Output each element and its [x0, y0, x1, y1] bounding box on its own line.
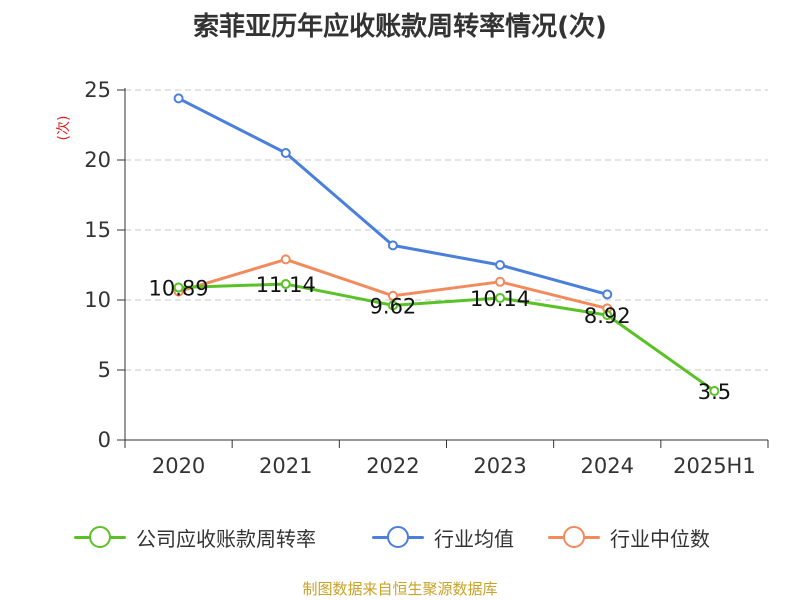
data-point-1-2	[387, 240, 398, 251]
y-tick-label-5: 5	[98, 358, 111, 382]
data-label-3: 10.14	[470, 287, 530, 311]
data-label-0: 10.89	[149, 277, 209, 301]
data-label-5: 3.5	[698, 380, 731, 404]
data-point-2-1	[280, 254, 291, 265]
y-tick-label-10: 10	[84, 288, 111, 312]
y-tick-label-20: 20	[84, 148, 111, 172]
series-0	[173, 279, 720, 396]
data-labels: 10.89 11.14 9.62 10.14 8.92 3.5	[149, 273, 732, 404]
series-1	[173, 93, 613, 300]
data-point-0-5	[709, 386, 720, 396]
data-point-1-1	[280, 148, 291, 158]
x-tick-label-2024: 2024	[581, 454, 634, 478]
legend-swatch-industry-mean	[372, 526, 424, 548]
legend: 公司应收账款周转率 行业均值 行业中位数	[0, 520, 800, 554]
legend-swatch-company	[74, 526, 126, 548]
grid-lines	[125, 89, 768, 371]
data-point-0-3	[495, 293, 506, 304]
data-label-2: 9.62	[370, 294, 417, 318]
legend-swatch-industry-median	[548, 526, 600, 548]
x-tick-label-2023: 2023	[473, 454, 526, 478]
y-axis-label: (次)	[56, 116, 72, 141]
y-tick-label-25: 25	[84, 78, 111, 102]
data-label-1: 11.14	[256, 273, 316, 297]
series-line-1	[177, 97, 608, 296]
legend-label-company: 公司应收账款周转率	[136, 526, 316, 551]
data-point-0-4	[602, 310, 613, 321]
series-layer	[173, 93, 720, 396]
data-point-2-3	[495, 276, 506, 287]
axes: 0 5 10 15 20 25 2020 2021 2022 2023 2024 2025H1	[84, 78, 769, 478]
legend-item-company[interactable]: 公司应收账款周转率	[74, 520, 316, 554]
x-tick-label-2022: 2022	[366, 454, 419, 478]
data-point-1-0	[173, 93, 184, 104]
chart-title: 索菲亚历年应收账款周转率情况(次)	[193, 12, 607, 42]
y-tick-label-15: 15	[84, 218, 111, 242]
source-note: 制图数据来自恒生聚源数据库	[302, 580, 498, 598]
data-point-0-2	[387, 300, 398, 311]
legend-label-industry-median: 行业中位数	[610, 526, 710, 551]
legend-item-industry-mean[interactable]: 行业均值	[372, 520, 514, 554]
data-point-2-2	[387, 290, 398, 301]
legend-item-industry-median[interactable]: 行业中位数	[548, 520, 710, 554]
data-label-4: 8.92	[584, 304, 631, 328]
y-tick-label-0: 0	[98, 428, 111, 452]
x-tick-label-2025H1: 2025H1	[673, 454, 756, 478]
series-line-0	[178, 282, 716, 393]
x-tick-label-2021: 2021	[259, 454, 312, 478]
data-point-1-3	[495, 260, 506, 270]
legend-label-industry-mean: 行业均值	[434, 526, 514, 551]
data-point-0-0	[173, 282, 184, 293]
x-tick-label-2020: 2020	[152, 454, 205, 478]
data-point-1-4	[602, 289, 613, 300]
data-point-0-1	[280, 279, 291, 290]
